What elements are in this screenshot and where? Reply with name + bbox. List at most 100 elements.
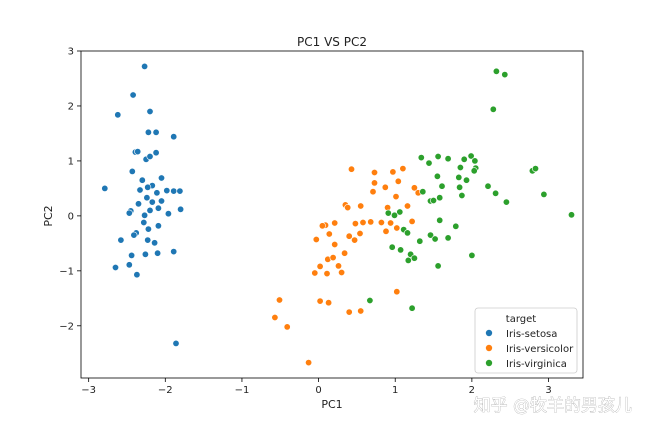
point-iris-virginica xyxy=(444,155,452,163)
x-tick-label: 3 xyxy=(545,385,551,396)
point-iris-versicolor xyxy=(316,297,324,305)
point-iris-setosa xyxy=(144,128,152,136)
point-iris-versicolor xyxy=(370,179,378,187)
point-iris-setosa xyxy=(101,184,109,192)
y-tick-label: −1 xyxy=(59,266,74,277)
point-iris-virginica xyxy=(425,159,433,167)
point-iris-versicolor xyxy=(316,262,324,270)
y-tick-label: 1 xyxy=(68,156,74,167)
x-tick-label: 0 xyxy=(315,385,321,396)
point-iris-setosa xyxy=(164,210,172,218)
point-iris-versicolor xyxy=(311,269,319,277)
point-iris-setosa xyxy=(135,200,143,208)
point-iris-setosa xyxy=(128,167,136,175)
x-tick-label: 2 xyxy=(469,385,475,396)
legend-box xyxy=(474,307,578,374)
point-iris-virginica xyxy=(416,237,424,245)
point-iris-versicolor xyxy=(367,218,375,226)
point-iris-virginica xyxy=(410,254,418,262)
point-iris-versicolor xyxy=(331,241,339,249)
point-iris-virginica xyxy=(502,198,510,206)
point-iris-setosa xyxy=(158,174,166,182)
point-iris-setosa xyxy=(170,187,178,195)
point-iris-setosa xyxy=(154,222,162,230)
point-iris-virginica xyxy=(540,190,548,198)
legend: target Iris-setosa Iris-versicolor Iris-… xyxy=(474,307,578,374)
point-iris-virginica xyxy=(456,164,464,172)
point-iris-setosa xyxy=(148,198,156,206)
point-iris-virginica xyxy=(426,231,434,239)
point-iris-versicolor xyxy=(357,202,365,210)
point-iris-setosa xyxy=(117,236,125,244)
point-iris-virginica xyxy=(438,182,446,190)
x-axis-label: PC1 xyxy=(321,398,342,411)
point-iris-setosa xyxy=(143,194,151,202)
point-iris-virginica xyxy=(471,157,479,165)
point-iris-versicolor xyxy=(351,236,359,244)
point-iris-versicolor xyxy=(347,165,355,173)
point-iris-setosa xyxy=(140,219,148,227)
point-iris-virginica xyxy=(467,152,475,160)
point-iris-virginica xyxy=(492,67,500,75)
point-iris-setosa xyxy=(129,91,137,99)
point-iris-versicolor xyxy=(403,202,411,210)
point-iris-versicolor xyxy=(381,183,389,191)
point-iris-virginica xyxy=(452,222,460,230)
point-iris-setosa xyxy=(128,251,136,259)
point-iris-setosa xyxy=(125,209,133,217)
point-iris-virginica xyxy=(396,208,404,216)
point-iris-setosa xyxy=(133,271,141,279)
point-iris-virginica xyxy=(484,182,492,190)
point-iris-virginica xyxy=(462,176,470,184)
point-iris-versicolor xyxy=(331,219,339,227)
point-iris-versicolor xyxy=(323,270,331,278)
point-iris-setosa xyxy=(144,183,152,191)
legend-label-virginica: Iris-virginica xyxy=(506,359,567,370)
point-iris-setosa xyxy=(172,339,180,347)
point-iris-versicolor xyxy=(370,169,378,177)
point-iris-virginica xyxy=(501,71,509,79)
point-iris-setosa xyxy=(146,206,154,214)
point-iris-setosa xyxy=(154,204,162,212)
point-iris-virginica xyxy=(366,296,374,304)
point-iris-virginica xyxy=(403,229,411,237)
point-iris-versicolor xyxy=(345,232,353,240)
point-iris-versicolor xyxy=(357,307,365,315)
point-iris-versicolor xyxy=(356,230,364,238)
point-iris-virginica xyxy=(404,256,412,264)
point-iris-versicolor xyxy=(312,236,320,244)
point-iris-setosa xyxy=(163,187,171,195)
point-iris-versicolor xyxy=(399,165,407,173)
point-iris-virginica xyxy=(470,167,478,175)
x-tick-label: −2 xyxy=(158,385,173,396)
y-axis-ticks: −2 −1 0 1 2 3 xyxy=(59,47,81,332)
y-tick-label: 3 xyxy=(68,47,74,58)
point-iris-virginica xyxy=(567,211,575,219)
point-iris-versicolor xyxy=(369,188,377,196)
point-iris-virginica xyxy=(531,165,539,173)
point-iris-setosa xyxy=(146,153,154,161)
point-iris-versicolor xyxy=(283,323,291,331)
point-iris-versicolor xyxy=(325,230,333,238)
point-iris-versicolor xyxy=(393,224,401,232)
legend-title: target xyxy=(506,314,536,325)
point-iris-versicolor xyxy=(345,308,353,316)
legend-marker-virginica xyxy=(485,359,493,367)
point-iris-virginica xyxy=(434,153,442,161)
point-iris-setosa xyxy=(152,128,160,136)
x-tick-label: −1 xyxy=(235,385,250,396)
y-axis-label: PC2 xyxy=(42,205,55,226)
point-iris-setosa xyxy=(154,249,162,257)
point-iris-virginica xyxy=(458,192,466,200)
point-iris-setosa xyxy=(138,176,146,184)
point-iris-setosa xyxy=(114,111,122,119)
point-iris-setosa xyxy=(141,62,149,70)
point-iris-virginica xyxy=(455,173,463,181)
point-iris-versicolor xyxy=(334,262,342,270)
point-iris-setosa xyxy=(144,225,152,233)
point-iris-versicolor xyxy=(393,288,401,296)
point-iris-setosa xyxy=(158,197,166,205)
point-iris-virginica xyxy=(429,197,437,205)
point-iris-versicolor xyxy=(359,219,367,227)
